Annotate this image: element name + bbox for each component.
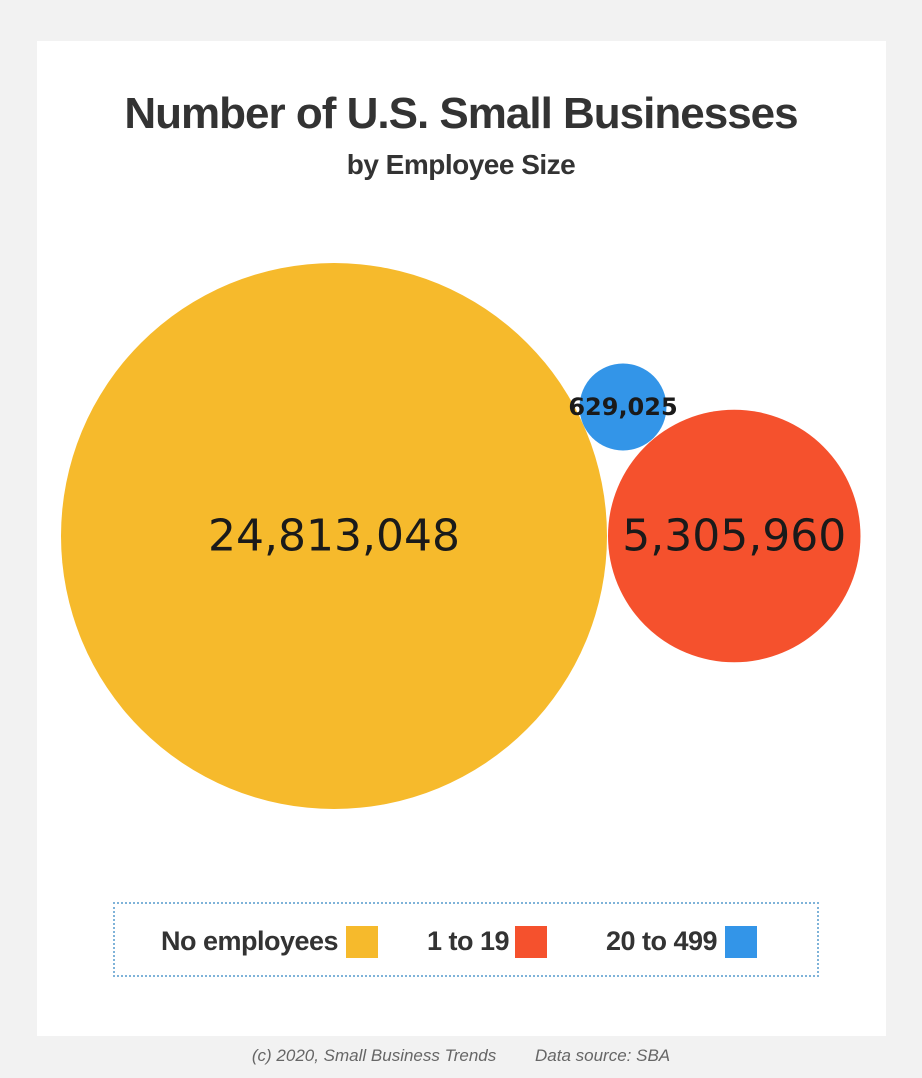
bubble-1-to-19 — [608, 409, 861, 663]
legend-item-no-employees: No employees — [161, 904, 379, 979]
legend-label: 20 to 499 — [606, 926, 718, 956]
data-label-1-to-19: 5,305,960 — [622, 511, 846, 562]
bubble-no-employees — [61, 263, 607, 809]
legend-label: No employees — [161, 926, 339, 956]
legend-swatch — [515, 925, 548, 958]
chart-title: Number of U.S. Small Businesses — [124, 89, 798, 138]
legend-swatch — [346, 925, 379, 958]
legend-item-20-to-499: 20 to 499 — [606, 904, 758, 979]
footer: (c) 2020, Small Business Trends Data sou… — [0, 1046, 922, 1066]
legend-swatch — [725, 925, 758, 958]
chart-subtitle: by Employee Size — [346, 149, 576, 180]
footer-credit: (c) 2020, Small Business Trends — [251, 1046, 497, 1065]
footer-source: Data source: SBA — [535, 1046, 671, 1065]
chart-legend: No employees 1 to 19 20 to 499 — [113, 902, 819, 977]
bubble-20-to-499 — [579, 363, 667, 451]
legend-item-1-to-19: 1 to 19 — [427, 904, 548, 979]
data-label-20-to-499: 629,025 — [568, 393, 677, 421]
data-label-no-employees: 24,813,048 — [208, 511, 460, 562]
legend-label: 1 to 19 — [427, 926, 510, 956]
